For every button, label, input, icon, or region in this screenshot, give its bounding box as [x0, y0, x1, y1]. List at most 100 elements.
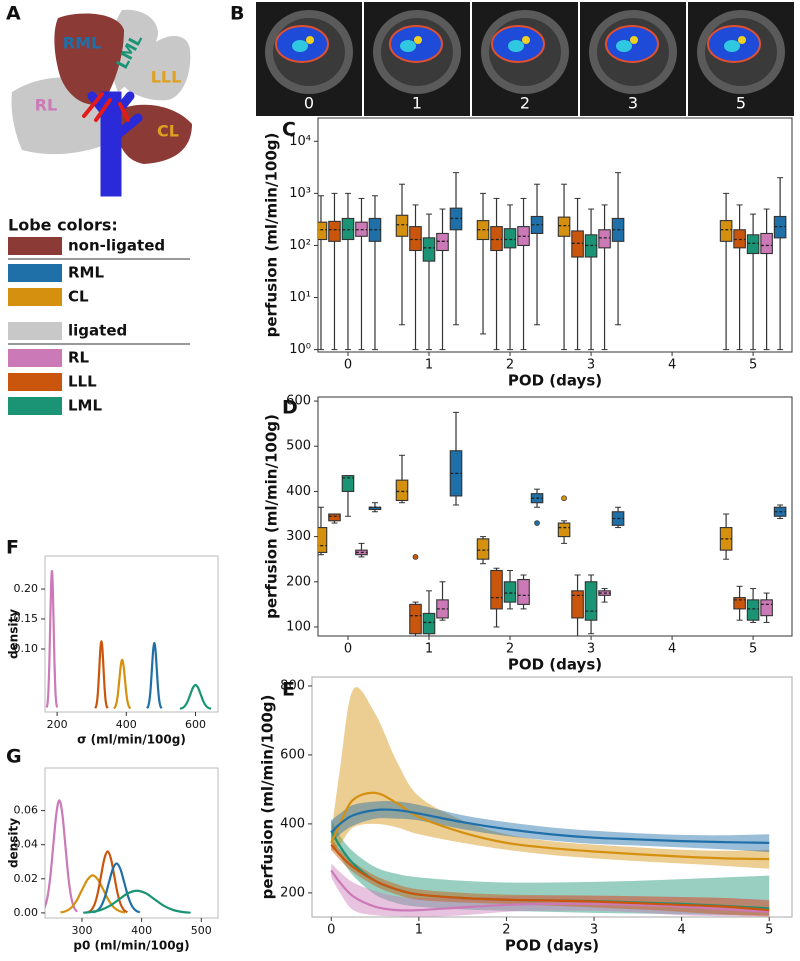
box	[409, 226, 422, 252]
box	[746, 599, 760, 621]
y-tick-label: 0.15	[14, 612, 39, 625]
line	[87, 850, 128, 914]
mri-image: 2	[472, 2, 578, 116]
vessel	[87, 91, 143, 197]
ligature	[82, 92, 130, 122]
line	[60, 874, 126, 914]
legend-label: RL	[68, 349, 90, 367]
y-tick-label: 0.00	[14, 906, 39, 919]
x-tick-label: 0	[344, 358, 352, 373]
x-tick-label: 400	[116, 718, 137, 731]
legend-swatch	[8, 373, 62, 391]
y-tick-label: 200	[280, 885, 305, 900]
legend-label: non-ligated	[68, 237, 165, 255]
x-tick-label: 4	[677, 923, 685, 938]
box	[733, 229, 746, 249]
lobe-label: RL	[35, 96, 58, 115]
line	[179, 683, 212, 710]
legend-title: Lobe colors:	[8, 216, 118, 235]
line	[146, 641, 163, 709]
outlier	[561, 495, 567, 502]
confidence-band	[331, 687, 770, 869]
chart: 10⁰ 10¹ 10² 10³ 10⁴ 0 1 2 3 4 5 perfusion (ml/min/1…	[263, 117, 793, 390]
legend-swatch	[8, 349, 62, 367]
x-tick-label: 5	[749, 358, 757, 373]
panel-letter: E	[282, 679, 295, 701]
x-tick-label: 0	[344, 642, 352, 657]
box	[476, 538, 490, 560]
perfusion-spot	[616, 40, 632, 52]
y-tick-label: 10¹	[289, 290, 311, 305]
box	[503, 228, 517, 249]
chart: 0.00 0.02 0.04 0.06 300 400 500 density p0 (ml/m…	[6, 746, 219, 953]
box	[341, 475, 355, 492]
box	[733, 597, 746, 610]
line	[83, 889, 191, 914]
line	[94, 640, 109, 709]
x-tick-label: 0	[327, 923, 335, 938]
box	[395, 479, 409, 502]
chart: 0.10 0.15 0.20 200 400 600 density σ (ml/min/10…	[6, 537, 219, 747]
image-label: 5	[736, 94, 746, 113]
x-axis-label: σ (ml/min/100g)	[77, 733, 186, 747]
legend-label: RML	[68, 264, 104, 282]
x-tick-label: 300	[71, 924, 92, 937]
line	[113, 658, 132, 710]
y-tick-label: 10⁰	[289, 342, 311, 357]
panel-letter: B	[230, 3, 244, 25]
panel-letter: D	[282, 397, 298, 419]
perfusion-spot	[292, 40, 308, 52]
perfusion-spot	[508, 40, 524, 52]
chart: 100 200 300 400 500 600 0 1 2 3 4 5 perfusion (ml/mi…	[263, 394, 793, 674]
x-tick-label: 1	[415, 923, 423, 938]
legend-label: ligated	[68, 322, 127, 340]
lobe-shape	[117, 104, 192, 164]
image-label: 1	[412, 94, 422, 113]
x-tick-label: 400	[131, 924, 152, 937]
y-tick-label: 600	[280, 747, 305, 762]
plot-frame	[317, 396, 793, 637]
box	[341, 217, 355, 241]
y-axis-label: perfusion (ml/min/100g)	[263, 133, 281, 338]
x-tick-label: 600	[185, 718, 206, 731]
plot-frame	[311, 676, 793, 918]
legend-label: CL	[68, 288, 89, 306]
marks	[318, 411, 787, 636]
panel-letter: F	[6, 537, 19, 559]
box	[328, 220, 341, 242]
box	[760, 599, 773, 617]
y-axis-label: density	[7, 609, 21, 659]
y-tick-label: 500	[286, 439, 311, 454]
box	[395, 214, 409, 237]
box	[328, 513, 341, 522]
perfusion-spot	[738, 36, 746, 44]
marks	[330, 687, 770, 917]
line	[45, 569, 59, 708]
legend-label: LLL	[68, 373, 97, 391]
panel-letter: G	[6, 746, 22, 768]
box	[719, 220, 733, 242]
x-tick-label: 1	[425, 642, 433, 657]
box	[571, 230, 584, 258]
box	[318, 221, 328, 241]
y-tick-label: 100	[286, 619, 311, 634]
y-axis-label: perfusion (ml/min/100g)	[259, 695, 277, 900]
perfusion-map	[389, 25, 443, 63]
outlier	[412, 554, 419, 560]
box	[517, 578, 530, 605]
y-axis-label: perfusion (ml/min/100g)	[263, 414, 281, 619]
y-tick-label: 800	[280, 678, 305, 693]
box	[490, 569, 503, 610]
box	[746, 234, 760, 255]
x-tick-label: 3	[590, 923, 598, 938]
x-tick-label: 3	[587, 642, 595, 657]
x-tick-label: 500	[191, 924, 212, 937]
perfusion-spot	[400, 40, 416, 52]
perfusion-map	[605, 25, 659, 63]
box	[598, 229, 611, 249]
box	[584, 581, 598, 621]
lobe-label: CL	[157, 122, 179, 141]
box	[760, 232, 773, 255]
plot-frame	[44, 555, 219, 713]
line	[330, 869, 770, 913]
